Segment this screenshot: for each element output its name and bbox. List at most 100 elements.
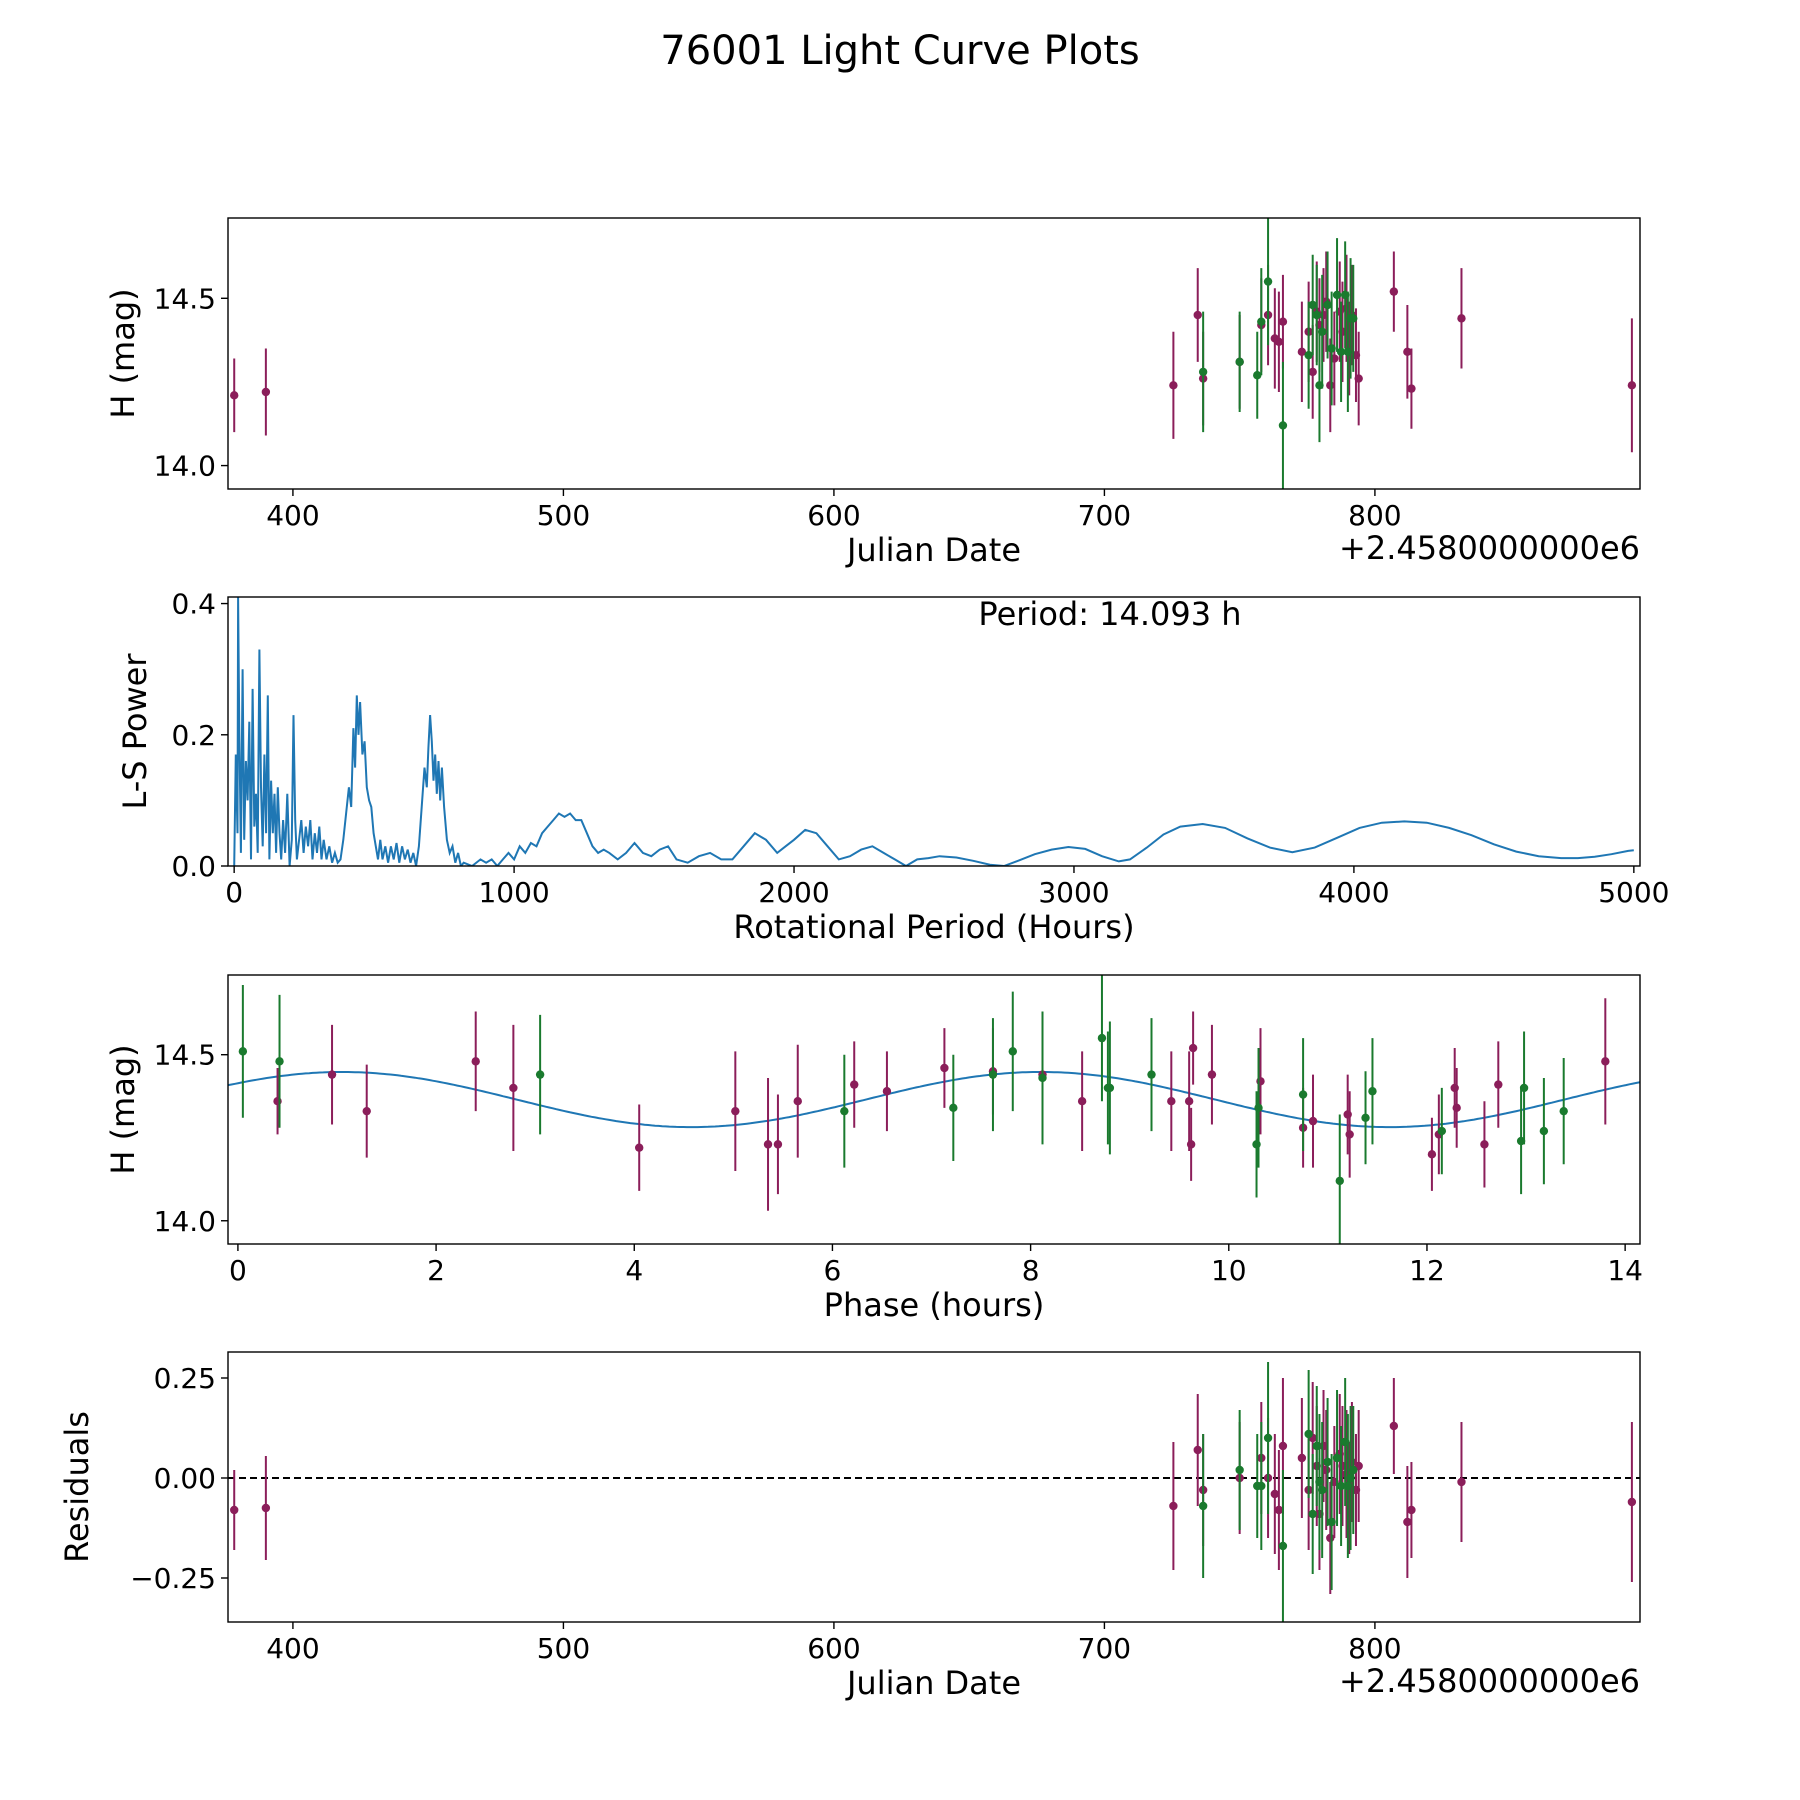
filter-a-data-point [327,1070,337,1079]
filter-a-data-point [940,1063,949,1073]
filter-a-data-point [1494,1080,1503,1089]
filter-a-data-point [1169,381,1178,390]
x-tick-label: 12 [1409,1254,1445,1287]
filter-b-data-point [1308,1509,1317,1519]
filter-a-data-point [1345,1130,1354,1139]
filter-a-data-point [1354,374,1363,383]
y-tick-label: 14.0 [154,450,216,483]
filter-b-data-point [1336,347,1346,357]
filter-a-data-point [1274,1505,1284,1515]
filter-b-data-point [1008,1047,1017,1056]
x-tick-label: 800 [1348,499,1401,532]
residuals-panel: 400 500 600 700 800 0.25 0.00 −0.25 Julian Date R… [58,1351,1641,1702]
filter-a-data-point [509,1083,518,1093]
x-tick-label: 4 [625,1254,643,1287]
filter-b-data-point [1437,1126,1447,1136]
filter-a-data-point [850,1080,859,1089]
x-tick-label: 0 [225,876,243,909]
phased-panel: 0 2 4 6 8 10 12 14 14.0 14.5 Phase (hours) H (mag) [104,974,1643,1324]
x-offset-text: +2.4580000000e6 [1339,1662,1640,1700]
x-tick-label: 8 [1022,1254,1040,1287]
filter-b-data-point [1254,1103,1263,1113]
filter-b-data-point [1304,350,1313,360]
filter-a-data-point [731,1106,740,1116]
filter-a-data-point [1188,1043,1198,1053]
x-tick-label: 5000 [1598,876,1669,909]
filter-b-data-point [1235,357,1244,367]
filter-a-data-point [1403,1517,1412,1527]
residuals-axes-frame [227,1351,1641,1623]
filter-a-data-point [1389,287,1399,296]
filter-b-data-point [1317,1485,1327,1495]
filter-a-data-point [230,391,239,400]
filter-a-data-point [1308,1116,1318,1126]
filter-a-data-point [1407,384,1416,393]
x-offset-text: +2.4580000000e6 [1339,529,1640,567]
filter-b-data-point [840,1106,849,1116]
filter-a-data-point [1627,381,1637,390]
filter-a-data-point [230,1505,239,1515]
filter-a-data-point [1169,1501,1178,1511]
filter-b-data-point [1335,1176,1344,1186]
filter-b-data-point [1298,1090,1308,1099]
filter-a-data-point [1322,1465,1331,1475]
filter-a-data-point [261,1503,271,1513]
filter-b-data-point [1038,1073,1047,1083]
filter-a-data-point [261,387,271,397]
filter-b-data-point [1349,1465,1358,1475]
filter-b-data-point [238,1047,248,1056]
filter-a-data-point [1389,1421,1399,1431]
filter-b-data-point [1308,300,1317,310]
filter-a-data-point [1297,347,1307,357]
x-axis-label: Phase (hours) [824,1286,1045,1324]
filter-a-data-point [1077,1096,1087,1106]
periodogram-line [233,597,1634,866]
y-tick-label: 0.00 [154,1462,216,1495]
filter-b-data-point [1317,327,1327,336]
x-tick-label: 6 [824,1254,842,1287]
filter-a-data-point [1407,1505,1416,1515]
filter-b-data-point [1332,290,1342,300]
filter-a-data-point [1480,1140,1489,1149]
x-axis-label: Julian Date [845,1664,1021,1702]
y-tick-label: 14.0 [154,1205,216,1238]
x-tick-label: 2000 [758,876,829,909]
filter-a-data-point [763,1140,773,1149]
y-tick-label: 14.5 [154,282,216,315]
filter-b-data-point [1336,1481,1346,1491]
y-axis-label: L-S Power [116,653,154,810]
x-tick-label: 14 [1607,1254,1643,1287]
filter-a-data-point [1193,1445,1202,1455]
filter-a-data-point [1326,1533,1335,1543]
filter-b-data-point [1257,317,1266,326]
x-tick-label: 800 [1348,1632,1401,1665]
filter-b-data-point [1349,314,1358,323]
filter-a-data-point [362,1106,371,1116]
y-tick-label: −0.25 [130,1562,216,1595]
filter-a-data-point [1207,1070,1217,1079]
filter-b-data-point [1257,1481,1266,1491]
filter-a-data-point [1457,1477,1466,1487]
x-tick-label: 600 [807,1632,860,1665]
filter-a-data-point [471,1057,480,1066]
filter-b-data-point [1253,371,1262,380]
filter-a-data-point [1278,317,1288,326]
filter-a-data-point [1457,314,1466,323]
filter-a-data-point [1427,1150,1437,1159]
x-tick-label: 700 [1078,499,1131,532]
filter-a-data-point [1278,1441,1288,1451]
x-axis-label: Rotational Period (Hours) [733,908,1134,946]
filter-a-data-point [1308,367,1317,377]
filter-a-data-point [1403,347,1412,357]
filter-a-data-point [1270,1489,1280,1499]
x-axis-label: Julian Date [845,531,1021,569]
y-tick-label: 0.2 [171,719,216,752]
x-tick-label: 0 [229,1254,247,1287]
residuals-data-layer [228,1362,1640,1622]
period-annotation: Period: 14.093 h [978,595,1241,633]
filter-b-data-point [1278,1541,1288,1551]
phased-axes-frame [227,974,1641,1245]
x-tick-label: 4000 [1318,876,1389,909]
filter-a-data-point [1452,1103,1461,1113]
x-tick-label: 3000 [1038,876,1109,909]
